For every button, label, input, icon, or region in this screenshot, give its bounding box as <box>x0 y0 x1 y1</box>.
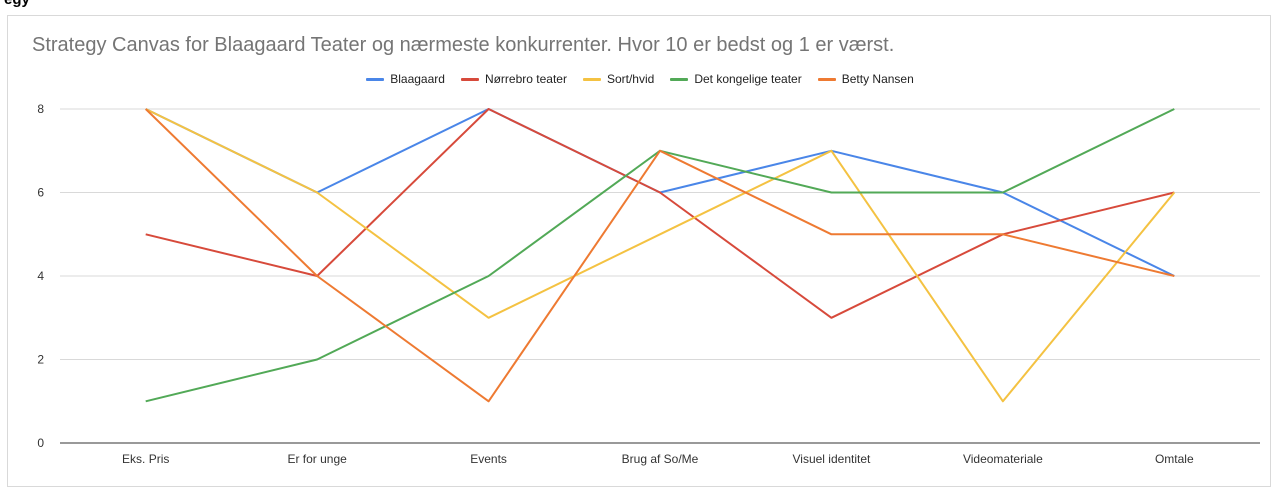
y-tick-label: 6 <box>37 186 44 200</box>
legend-label: Nørrebro teater <box>484 72 567 86</box>
x-tick-label: Videomateriale <box>963 452 1043 466</box>
legend-swatch <box>366 77 385 81</box>
series-line-det-kongelige-teater <box>145 108 1175 403</box>
legend-item-n-rrebro-teater: Nørrebro teater <box>460 72 567 86</box>
legend-item-betty-nansen: Betty Nansen <box>817 72 914 86</box>
y-tick-label: 8 <box>37 102 44 116</box>
x-tick-label: Omtale <box>1155 452 1194 466</box>
legend-label: Det kongelige teater <box>694 72 802 86</box>
legend-item-sort-hvid: Sort/hvid <box>582 72 655 86</box>
legend-item-det-kongelige-teater: Det kongelige teater <box>670 72 802 86</box>
line-chart: 0 2 4 6 8 Eks. Pris Er for unge Events Brug af S… <box>37 102 1260 466</box>
legend-label: Betty Nansen <box>841 72 914 86</box>
legend-swatch <box>582 77 601 81</box>
chart-card: Strategy Canvas for Blaagaard Teater og … <box>7 15 1271 487</box>
y-tick-label: 4 <box>37 269 44 283</box>
legend-label: Blaagaard <box>390 72 445 86</box>
series-line-sort-hvid <box>145 108 1176 403</box>
x-tick-label: Eks. Pris <box>122 452 169 466</box>
legend-label: Sort/hvid <box>606 72 655 86</box>
page-label: egy <box>4 0 30 8</box>
x-tick-label: Er for unge <box>287 452 347 466</box>
y-tick-label: 0 <box>37 436 44 450</box>
x-tick-label: Brug af So/Me <box>622 452 699 466</box>
legend-item-blaagaard: Blaagaard <box>366 72 445 86</box>
y-tick-label: 2 <box>37 353 44 367</box>
legend-swatch <box>817 77 836 81</box>
legend-swatch <box>460 77 479 81</box>
chart-title: Strategy Canvas for Blaagaard Teater og … <box>32 34 895 56</box>
legend-swatch <box>670 77 689 81</box>
legend: Blaagaard Nørrebro teater Sort/hvid Det kon… <box>8 72 1272 86</box>
x-tick-label: Visuel identitet <box>793 452 871 466</box>
x-tick-label: Events <box>470 452 507 466</box>
series-line-betty-nansen <box>145 108 1175 403</box>
series-line-n-rrebro-teater <box>145 108 1175 319</box>
